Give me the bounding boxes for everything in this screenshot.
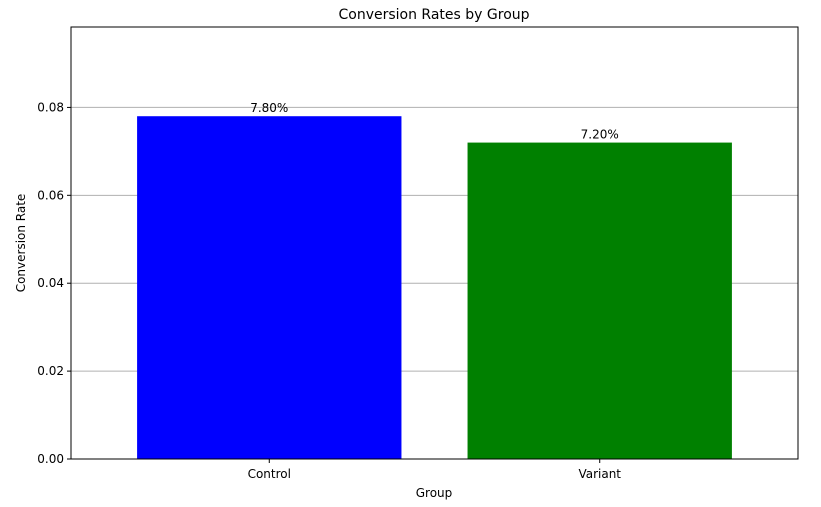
chart-title: Conversion Rates by Group bbox=[338, 7, 529, 23]
y-tick-label: 0.08 bbox=[37, 100, 64, 114]
plot-area-frame bbox=[70, 26, 799, 460]
x-axis: Control Variant bbox=[248, 459, 621, 481]
y-tick-label: 0.06 bbox=[37, 188, 64, 202]
bar-label-control: 7.80% bbox=[250, 101, 288, 115]
x-tick-label-control: Control bbox=[248, 467, 291, 481]
y-tick-label: 0.02 bbox=[37, 364, 64, 378]
bar-label-variant: 7.20% bbox=[581, 128, 619, 142]
bar-variant bbox=[467, 142, 732, 459]
x-tick-label-variant: Variant bbox=[578, 467, 621, 481]
y-tick-label: 0.04 bbox=[37, 276, 64, 290]
bar-control bbox=[137, 116, 402, 459]
y-axis: 0.00 0.02 0.04 0.06 0.08 bbox=[37, 100, 71, 466]
bars bbox=[137, 116, 732, 459]
x-axis-label: Group bbox=[416, 486, 453, 500]
y-axis-label: Conversion Rate bbox=[14, 194, 28, 293]
bar-value-labels: 7.80% 7.20% bbox=[250, 101, 619, 141]
y-tick-label: 0.00 bbox=[37, 452, 64, 466]
